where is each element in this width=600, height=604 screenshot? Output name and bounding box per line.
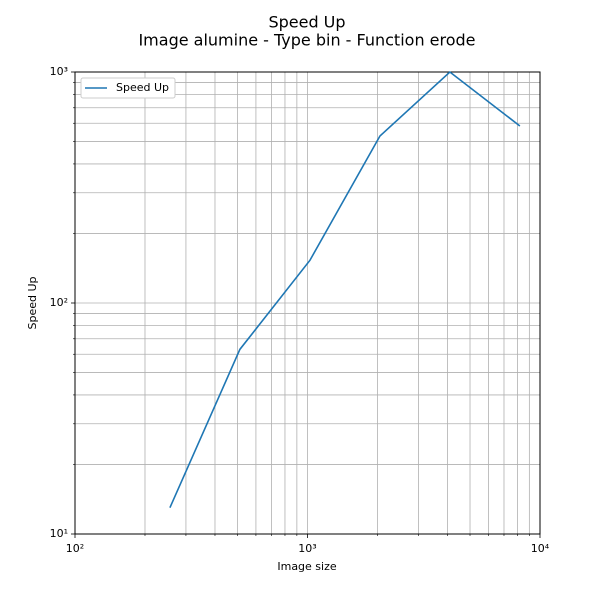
x-axis-label: Image size [277, 560, 337, 573]
y-tick-label: 10² [50, 296, 68, 309]
chart-subtitle: Image alumine - Type bin - Function erod… [138, 31, 475, 50]
legend-box [80, 77, 176, 99]
plot-frame [74, 71, 541, 535]
legend: Speed Up [80, 77, 176, 99]
legend-label: Speed Up [116, 81, 169, 94]
chart-title: Speed Up [268, 13, 345, 32]
line [169, 70, 521, 509]
x-tick-label: 10⁴ [531, 542, 550, 555]
x-tick-label: 10² [66, 542, 84, 555]
y-tick-label: 10¹ [50, 527, 68, 540]
y-axis-label: Speed Up [26, 276, 39, 329]
x-tick-label: 10³ [298, 542, 316, 555]
y-tick-label: 10³ [50, 65, 68, 78]
